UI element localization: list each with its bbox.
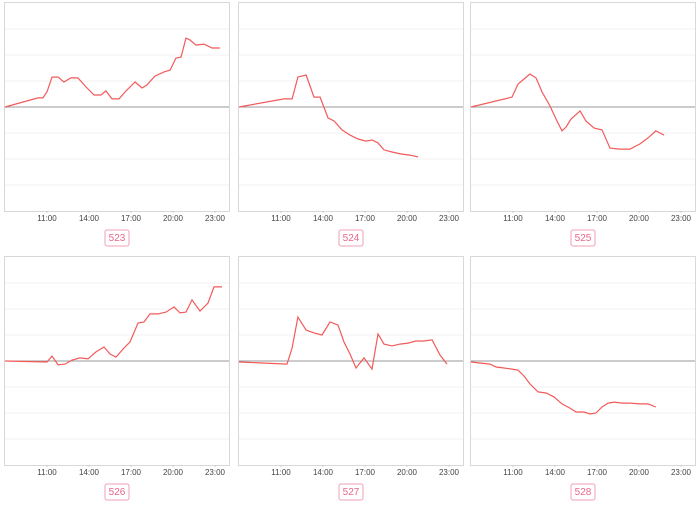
data-line (470, 361, 657, 415)
x-tick-label: 17:00 (355, 214, 376, 223)
x-tick-label: 20:00 (163, 468, 184, 477)
chart-title: 526 (109, 487, 126, 498)
chart-title: 528 (575, 487, 592, 498)
x-tick-label: 23:00 (439, 468, 460, 477)
x-tick-label: 17:00 (121, 214, 142, 223)
x-tick-label: 23:00 (671, 214, 692, 223)
chart-title: 527 (343, 487, 360, 498)
data-line (4, 286, 222, 366)
x-tick-label: 23:00 (205, 468, 226, 477)
x-tick-label: 14:00 (545, 468, 566, 477)
data-line (4, 37, 220, 108)
panel-frame (4, 256, 230, 466)
x-tick-label: 11:00 (37, 468, 57, 477)
title-box (104, 229, 130, 247)
chart-title: 523 (109, 233, 126, 244)
data-line (238, 315, 448, 371)
x-tick-label: 11:00 (271, 468, 291, 477)
panel-frame (238, 256, 464, 466)
panel-frame (470, 2, 696, 212)
x-tick-label: 20:00 (629, 468, 650, 477)
data-line (470, 73, 665, 150)
x-tick-label: 17:00 (355, 468, 376, 477)
title-box (570, 483, 596, 501)
x-tick-label: 11:00 (37, 214, 57, 223)
x-tick-label: 17:00 (587, 468, 608, 477)
x-tick-label: 20:00 (397, 468, 418, 477)
x-tick-label: 17:00 (587, 214, 608, 223)
data-line (238, 74, 419, 158)
panel-frame (238, 2, 464, 212)
chart-title: 524 (343, 233, 360, 244)
title-box (570, 229, 596, 247)
chart-title: 525 (575, 233, 592, 244)
x-tick-label: 14:00 (313, 468, 334, 477)
x-tick-label: 14:00 (79, 468, 100, 477)
x-tick-label: 11:00 (503, 468, 523, 477)
x-tick-label: 14:00 (79, 214, 100, 223)
x-tick-label: 11:00 (503, 214, 523, 223)
panel-frame (470, 256, 696, 466)
x-tick-label: 20:00 (397, 214, 418, 223)
x-tick-label: 11:00 (271, 214, 291, 223)
x-tick-label: 17:00 (121, 468, 142, 477)
x-tick-label: 14:00 (545, 214, 566, 223)
title-box (338, 229, 364, 247)
panel-frame (4, 2, 230, 212)
x-tick-label: 23:00 (205, 214, 226, 223)
x-tick-label: 23:00 (439, 214, 460, 223)
x-tick-label: 23:00 (671, 468, 692, 477)
x-tick-label: 20:00 (629, 214, 650, 223)
title-box (338, 483, 364, 501)
x-tick-label: 20:00 (163, 214, 184, 223)
x-tick-label: 14:00 (313, 214, 334, 223)
title-box (104, 483, 130, 501)
